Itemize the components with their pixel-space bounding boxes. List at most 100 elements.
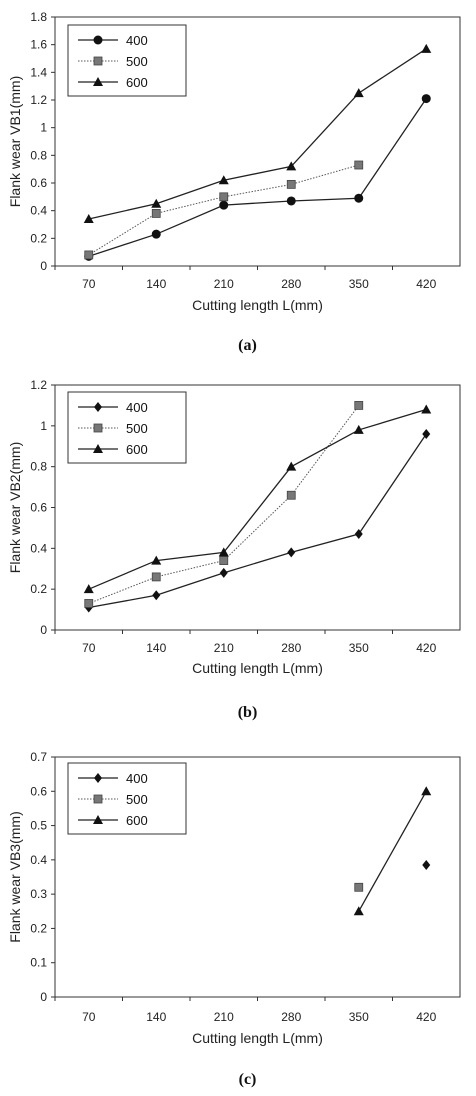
y-tick-label: 0 xyxy=(40,623,47,637)
chart-panel-3: 0 0.1 0.2 0.3 0.4 0.5 0.6 0.7 70 140 210 280 350 420 C… xyxy=(7,750,461,1088)
legend-label-500: 500 xyxy=(126,421,148,436)
data-point-500 xyxy=(286,179,296,189)
x-tick-label: 140 xyxy=(146,1010,166,1024)
y-axis-label: Flank wear VB1(mm) xyxy=(7,76,23,207)
legend-marker-500 xyxy=(93,794,103,804)
legend-label-400: 400 xyxy=(126,771,148,786)
data-point-500 xyxy=(354,401,364,410)
data-point-600 xyxy=(353,424,364,434)
series-600 xyxy=(83,404,432,594)
y-axis-label: Flank wear VB3(mm) xyxy=(7,811,23,942)
data-point-600 xyxy=(421,43,432,53)
y-axis-label: Flank wear VB2(mm) xyxy=(7,442,23,573)
y-tick-label: 1.8 xyxy=(30,10,47,24)
data-point-400 xyxy=(421,94,431,104)
data-point-500 xyxy=(354,160,364,170)
y-tick-label: 1.2 xyxy=(30,378,47,392)
data-point-600 xyxy=(83,584,94,594)
x-tick-label: 70 xyxy=(82,1010,96,1024)
data-point-600 xyxy=(151,555,162,565)
legend-marker-400 xyxy=(93,35,103,45)
legend-marker-500 xyxy=(93,423,103,433)
y-tick-label: 0.4 xyxy=(30,204,47,218)
data-point-600 xyxy=(286,461,297,471)
y-tick-label: 1 xyxy=(40,121,47,135)
legend: 400 500 600 xyxy=(67,391,187,464)
x-tick-label: 70 xyxy=(82,641,96,655)
x-tick-label: 280 xyxy=(281,277,301,291)
x-tick-label: 70 xyxy=(82,277,96,291)
data-point-500 xyxy=(219,192,229,202)
y-tick-label: 0.6 xyxy=(30,784,47,798)
y-tick-label: 0 xyxy=(40,259,47,273)
chart-panel-1: 0 0.2 0.4 0.6 0.8 1 1.2 1.4 1.6 1.8 70 140 210 280 350… xyxy=(7,10,461,354)
y-tick-label: 0.2 xyxy=(30,582,47,596)
data-point-500 xyxy=(286,490,296,500)
legend-marker-600 xyxy=(93,444,103,453)
x-tick-label: 350 xyxy=(349,277,369,291)
data-point-500 xyxy=(151,572,161,582)
data-point-500 xyxy=(84,250,94,260)
y-tick-label: 1.2 xyxy=(30,93,47,107)
legend-marker-400 xyxy=(94,773,102,783)
x-axis-label: Cutting length L(mm) xyxy=(192,660,323,676)
data-point-400 xyxy=(287,547,296,558)
legend-marker-600 xyxy=(93,815,103,824)
series-500 xyxy=(84,401,364,608)
chart-panel-2: 0 0.2 0.4 0.6 0.8 1 1.2 70 140 210 280 350 420 Cuttin… xyxy=(7,378,461,721)
y-tick-label: 0.2 xyxy=(30,231,47,245)
y-tick-label: 0.1 xyxy=(30,956,47,970)
legend-label-600: 600 xyxy=(126,813,148,828)
x-tick-label: 210 xyxy=(214,1010,234,1024)
data-point-500 xyxy=(354,882,364,892)
figure-caption: (c) xyxy=(239,1071,257,1088)
legend-box xyxy=(67,24,187,97)
legend-marker-600 xyxy=(93,77,103,86)
x-tick-label: 140 xyxy=(146,641,166,655)
x-tick-label: 210 xyxy=(214,641,234,655)
series-400 xyxy=(422,860,431,870)
figure-caption: (a) xyxy=(238,337,257,354)
data-point-600 xyxy=(421,404,432,414)
y-tick-label: 0.8 xyxy=(30,148,47,162)
series-line-500 xyxy=(88,164,359,256)
x-tick-label: 420 xyxy=(416,641,436,655)
y-tick-label: 0.5 xyxy=(30,819,47,833)
y-tick-label: 1.4 xyxy=(30,65,47,79)
series-400 xyxy=(84,94,431,261)
x-tick-label: 280 xyxy=(281,641,301,655)
data-point-600 xyxy=(421,786,432,796)
x-tick-label: 350 xyxy=(349,641,369,655)
series-600 xyxy=(353,786,432,916)
data-point-600 xyxy=(353,88,364,98)
y-tick-label: 0.6 xyxy=(30,501,47,515)
data-point-400 xyxy=(151,229,161,239)
series-500 xyxy=(354,882,364,892)
series-line-600 xyxy=(88,408,427,590)
data-point-400 xyxy=(422,860,431,870)
x-axis-label: Cutting length L(mm) xyxy=(192,1030,323,1046)
legend-label-500: 500 xyxy=(126,792,148,807)
x-tick-label: 420 xyxy=(416,1010,436,1024)
series-line-400 xyxy=(88,433,427,609)
series-600 xyxy=(83,43,432,223)
data-point-600 xyxy=(83,213,94,223)
data-point-600 xyxy=(286,161,297,171)
x-tick-label: 280 xyxy=(281,1010,301,1024)
legend-label-500: 500 xyxy=(126,54,148,69)
series-line-600 xyxy=(358,790,427,912)
y-tick-label: 0.8 xyxy=(30,460,47,474)
legend: 400 500 600 xyxy=(67,24,187,97)
x-tick-label: 420 xyxy=(416,277,436,291)
y-tick-label: 0.6 xyxy=(30,176,47,190)
data-point-400 xyxy=(219,200,229,210)
data-point-600 xyxy=(151,198,162,208)
legend-label-600: 600 xyxy=(126,442,148,457)
y-tick-label: 0.4 xyxy=(30,853,47,867)
x-axis-label: Cutting length L(mm) xyxy=(192,297,323,313)
data-point-400 xyxy=(354,193,364,203)
data-point-400 xyxy=(219,567,228,578)
series-line-400 xyxy=(88,98,427,257)
data-point-500 xyxy=(84,599,94,608)
